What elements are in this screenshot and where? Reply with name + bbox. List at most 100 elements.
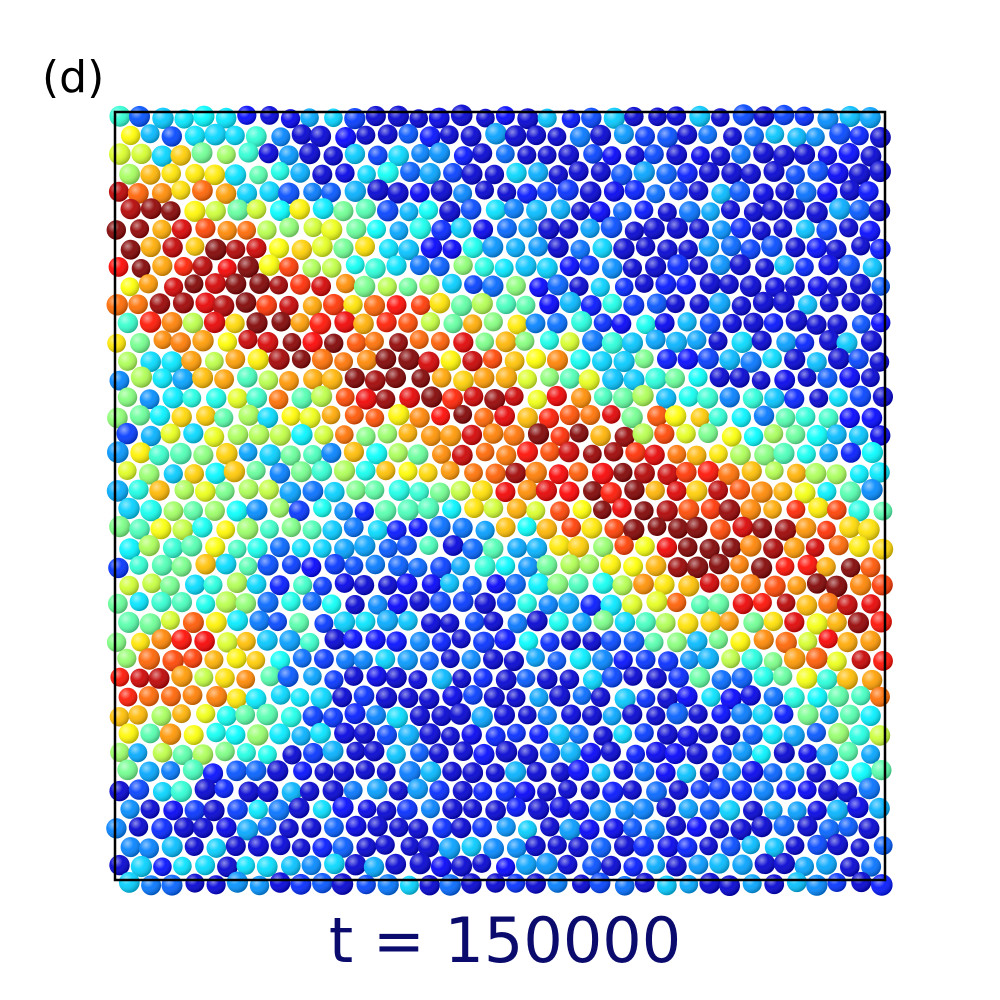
particle-shading — [385, 667, 407, 688]
particle-shading — [238, 557, 258, 576]
particle-shading — [420, 237, 443, 259]
particle-shading — [708, 407, 728, 427]
particle-shading — [313, 498, 332, 518]
particle-shading — [195, 553, 216, 575]
particle-shading — [128, 817, 149, 837]
particle-shading — [561, 704, 582, 725]
particle-shading — [570, 349, 591, 370]
particle-shading — [698, 723, 718, 744]
particle-shading — [217, 332, 238, 352]
particle-shading — [483, 649, 504, 670]
particle-shading — [474, 555, 496, 577]
particle-shading — [152, 742, 173, 763]
particle-shading — [172, 744, 193, 766]
particle-shading — [130, 668, 150, 688]
particle-shading — [561, 630, 581, 651]
particle-shading — [634, 462, 655, 484]
particle-shading — [107, 593, 128, 614]
particle-shading — [398, 611, 418, 631]
particle-shading — [548, 165, 568, 185]
particle-shading — [517, 517, 537, 537]
particle-shading — [547, 274, 569, 296]
particle-shading — [676, 763, 697, 784]
particle-shading — [806, 647, 828, 669]
particle-shading — [336, 650, 356, 670]
particle-shading — [721, 649, 741, 669]
particle-shading — [622, 704, 643, 725]
particle-shading — [216, 705, 237, 726]
particle-shading — [495, 331, 517, 353]
particle-shading — [773, 104, 795, 126]
particle-shading — [504, 125, 527, 147]
particle-shading — [343, 441, 364, 462]
particle-shading — [411, 144, 430, 163]
particle-shading — [622, 332, 643, 354]
particle-shading — [473, 367, 495, 389]
particle-shading — [161, 761, 181, 781]
particle-shading — [246, 199, 267, 219]
particle-shading — [344, 180, 366, 202]
particle-shading — [249, 875, 270, 896]
particle-shading — [613, 650, 633, 670]
particle-shading — [678, 386, 700, 407]
particle-shading — [688, 704, 708, 724]
particle-shading — [676, 423, 696, 444]
particle-shading — [131, 143, 152, 164]
particle-shading — [138, 648, 160, 670]
particle-shading — [572, 874, 591, 894]
particle-shading — [839, 366, 861, 388]
particle-shading — [600, 554, 621, 576]
particle-shading — [528, 573, 550, 595]
particle-shading — [858, 817, 880, 839]
particle-shading — [676, 274, 696, 295]
particle-shading — [656, 163, 677, 185]
particle-shading — [839, 407, 860, 428]
particle-shading — [357, 799, 377, 819]
particle-shading — [798, 744, 818, 763]
particle-shading — [376, 801, 397, 821]
particle-shading — [646, 293, 668, 314]
particle-shading — [636, 314, 656, 335]
particle-shading — [356, 349, 378, 371]
particle-shading — [774, 704, 794, 724]
particle-shading — [270, 161, 290, 181]
particle-shading — [709, 444, 728, 464]
particle-shading — [313, 539, 332, 558]
particle-shading — [697, 460, 720, 483]
particle-shading — [495, 482, 516, 502]
particle-shading — [819, 705, 839, 725]
particle-shading — [495, 366, 518, 389]
particle-shading — [773, 442, 795, 464]
particle-shading — [732, 516, 754, 538]
particle-shading — [290, 274, 311, 295]
particle-shading — [507, 314, 528, 335]
particle-shading — [302, 296, 322, 316]
particle-shading — [410, 631, 430, 652]
particle-shading — [214, 369, 235, 390]
particle-shading — [517, 407, 538, 429]
particle-shading — [547, 835, 567, 855]
particle-shading — [623, 519, 645, 541]
particle-shading — [194, 630, 215, 652]
particle-shading — [794, 106, 814, 127]
particle-shading — [763, 763, 783, 783]
particle-shading — [140, 425, 162, 447]
particle-shading — [109, 780, 130, 802]
particle-shading — [227, 424, 249, 446]
particle-shading — [764, 874, 785, 895]
particle-shading — [643, 217, 665, 240]
particle-shading — [206, 838, 227, 858]
particle-shading — [806, 763, 826, 783]
particle-shading — [614, 535, 634, 555]
particle-shading — [859, 220, 881, 242]
particle-shading — [388, 443, 408, 463]
particle-shading — [206, 722, 226, 743]
particle-shading — [302, 591, 322, 611]
particle-shading — [626, 744, 645, 764]
particle-shading — [333, 238, 354, 259]
particle-shading — [375, 835, 395, 855]
particle-shading — [355, 760, 375, 780]
particle-shading — [580, 780, 600, 800]
particle-shading — [173, 856, 192, 876]
particle-shading — [506, 838, 527, 858]
